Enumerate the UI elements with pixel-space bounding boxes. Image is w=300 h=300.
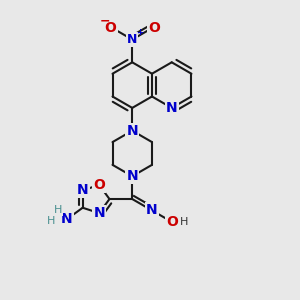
Text: O: O	[166, 215, 178, 229]
Text: N: N	[77, 183, 88, 197]
Text: N: N	[61, 212, 73, 226]
Text: N: N	[93, 206, 105, 220]
Text: N: N	[126, 124, 138, 138]
Text: +: +	[136, 28, 143, 37]
Text: N: N	[126, 169, 138, 183]
Text: H: H	[47, 216, 55, 226]
Text: O: O	[148, 21, 160, 35]
Text: N: N	[127, 33, 137, 46]
Text: O: O	[105, 21, 116, 35]
Text: −: −	[100, 14, 110, 27]
Text: H: H	[179, 217, 188, 227]
Text: N: N	[146, 203, 158, 218]
Text: N: N	[166, 101, 178, 115]
Text: O: O	[93, 178, 105, 192]
Text: H: H	[54, 205, 62, 215]
